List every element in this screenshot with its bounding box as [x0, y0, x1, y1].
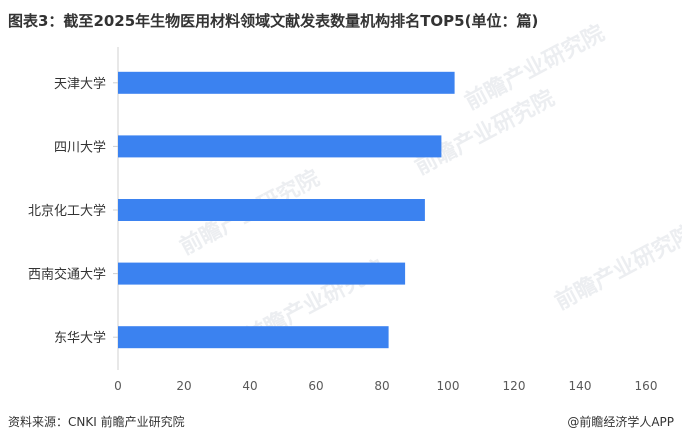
x-tick-label: 160	[635, 379, 658, 393]
x-tick-label: 140	[569, 379, 592, 393]
x-tick-label: 20	[176, 379, 191, 393]
bar	[118, 199, 425, 221]
footer: 资料来源：CNKI 前瞻产业研究院 @前瞻经济学人APP	[8, 413, 674, 435]
y-category-label: 西南交通大学	[28, 267, 106, 283]
y-category-label: 四川大学	[54, 139, 106, 155]
x-tick-label: 60	[308, 379, 323, 393]
x-tick-label: 100	[437, 379, 460, 393]
bar	[118, 326, 389, 349]
axis-layer	[113, 47, 119, 370]
watermark-text: 前瞻产业研究院	[551, 220, 682, 315]
labels-layer: 0 20 40 60 80 100 120 140 160 天津大学四川大学北京化工大学西南交通大…	[28, 76, 657, 393]
x-tick-label: 120	[503, 379, 526, 393]
x-tick-label: 0	[114, 379, 122, 393]
x-tick-label: 80	[374, 379, 389, 393]
chart-title: 图表3：截至2025年生物医用材料领域文献发表数量机构排名TOP5(单位：篇)	[8, 12, 539, 30]
source-text: 资料来源：CNKI 前瞻产业研究院	[8, 415, 185, 429]
bar	[118, 135, 442, 158]
x-tick-label: 40	[242, 379, 257, 393]
y-category-label: 天津大学	[54, 76, 106, 92]
watermark-layer: 前瞻产业研究院前瞻产业研究院前瞻产业研究院前瞻产业研究院前瞻产业研究院	[176, 20, 682, 350]
bars-layer	[118, 71, 455, 349]
copyright-text: @前瞻经济学人APP	[567, 415, 674, 429]
y-category-label: 北京化工大学	[28, 203, 106, 219]
y-category-label: 东华大学	[54, 330, 106, 346]
bar	[118, 71, 455, 94]
bar	[118, 262, 406, 285]
